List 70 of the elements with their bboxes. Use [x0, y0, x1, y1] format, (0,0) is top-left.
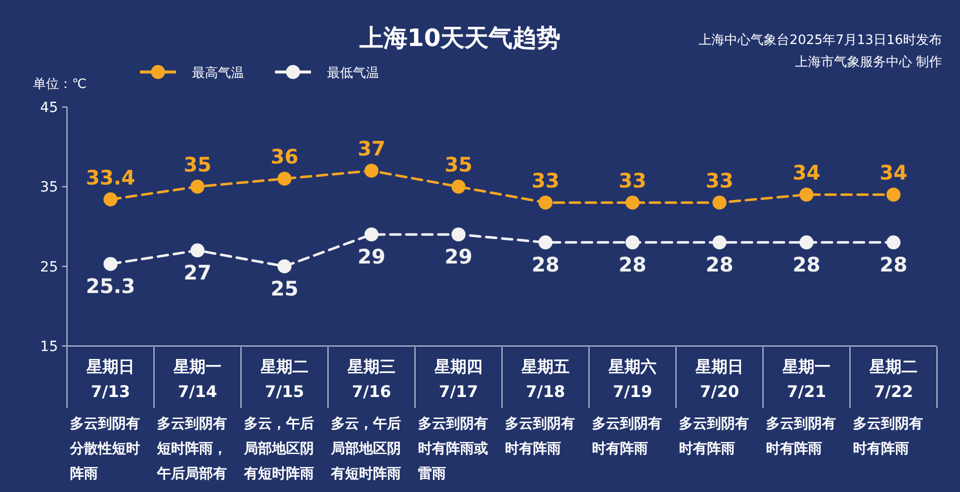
point: [800, 188, 814, 202]
text: 多云到阴有时有阵雨或雷雨: [418, 415, 489, 484]
chart-title: 上海10天天气趋势: [358, 24, 561, 52]
data-label: 37: [358, 136, 386, 161]
data-label: 29: [444, 244, 472, 268]
point: [104, 192, 118, 206]
data-label: 28: [532, 252, 560, 276]
text: 多云到阴有时有阵雨: [679, 415, 750, 459]
data-label: 25: [270, 276, 298, 300]
y-tick-label: 45: [40, 100, 58, 116]
point: [190, 243, 204, 258]
text: 多云到阴有分散性短时阵雨: [70, 415, 141, 484]
point: [364, 227, 378, 242]
data-label: 34: [880, 160, 908, 185]
data-label: 33: [532, 168, 560, 193]
data-label: 29: [358, 244, 386, 268]
x-tick-label: 星期四 7/17: [434, 357, 482, 401]
point: [452, 227, 466, 242]
point: [626, 196, 640, 210]
point: [538, 235, 552, 250]
data-label: 28: [618, 252, 646, 276]
legend-label: 最高气温: [192, 65, 244, 81]
x-tick-label: 星期日 7/13: [86, 357, 134, 401]
text: 多云到阴有时有阵雨: [505, 415, 576, 459]
data-label: 35: [444, 152, 472, 177]
point: [278, 172, 292, 186]
point: [886, 188, 900, 202]
x-tick-label: 星期日 7/20: [694, 357, 744, 401]
point: [800, 235, 814, 250]
data-label: 36: [270, 144, 298, 169]
text: 多云，午后局部地区阴有短时阵雨: [244, 415, 315, 484]
y-tick-label: 25: [40, 259, 58, 276]
data-label: 33: [618, 168, 646, 193]
text: 多云到阴有时有阵雨: [592, 415, 663, 459]
text: 上海中心气象台2025年7月13日16时发布: [698, 32, 942, 48]
data-label: 33.4: [86, 165, 136, 190]
x-tick-label: 星期二 7/15: [260, 357, 308, 401]
text: 多云到阴有短时阵雨，午后局部有: [157, 415, 228, 484]
x-tick-label: 星期一 7/21: [782, 357, 830, 401]
point: [364, 164, 378, 178]
x-tick-label: 星期一 7/14: [172, 357, 222, 401]
data-label: 28: [706, 252, 734, 276]
data-label: 28: [880, 252, 908, 276]
point: [886, 235, 900, 250]
point: [626, 235, 640, 250]
text: 多云到阴有时有阵雨: [766, 415, 837, 459]
data-label: 27: [184, 260, 212, 284]
text: 多云到阴有时有阵雨: [853, 415, 924, 459]
x-tick-label: 星期三 7/16: [346, 357, 396, 401]
y-tick-label: 35: [40, 180, 58, 196]
legend-label: 最低气温: [327, 66, 379, 81]
data-label: 35: [184, 152, 212, 177]
point: [538, 196, 552, 210]
data-label: 28: [792, 252, 820, 276]
point: [712, 235, 726, 250]
point: [190, 180, 204, 194]
data-label: 25.3: [86, 274, 136, 298]
y-tick-label: 15: [40, 339, 58, 355]
point: [712, 196, 726, 210]
x-tick-label: 星期六 7/19: [608, 357, 656, 401]
data-label: 33: [706, 168, 734, 193]
point: [278, 259, 292, 274]
text: 多云，午后局部地区阴有短时阵雨: [331, 415, 402, 484]
point: [452, 180, 466, 194]
x-tick-label: 星期五 7/18: [520, 357, 570, 401]
x-tick-label: 星期二 7/22: [868, 357, 918, 401]
y-axis-title: 单位：℃: [33, 77, 87, 92]
point: [104, 256, 118, 271]
data-label: 34: [792, 160, 820, 185]
text: 上海市气象服务中心 制作: [794, 54, 942, 70]
